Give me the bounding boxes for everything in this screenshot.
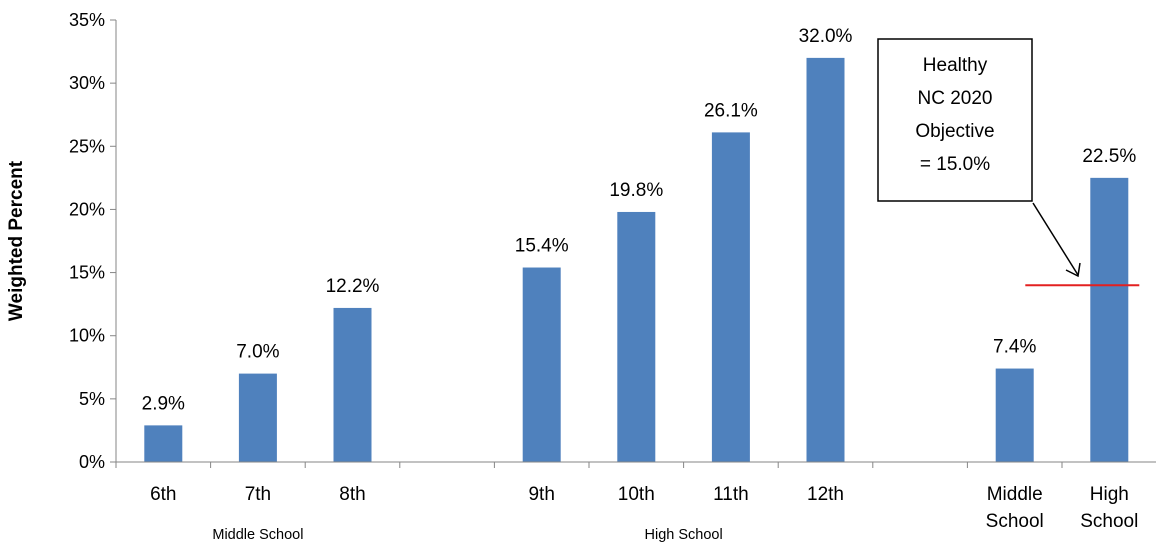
data-label: 19.8% xyxy=(609,180,663,201)
y-tick-label: 0% xyxy=(79,452,105,472)
data-label: 22.5% xyxy=(1082,146,1136,167)
bars: 2.9% 7.0% 12.2% 15.4% 19.8% 26.1% 32.0% 7.4% 22.… xyxy=(142,26,1136,463)
bar xyxy=(995,368,1034,462)
x-tick-label: 7th xyxy=(245,484,271,505)
y-tick-label: 15% xyxy=(69,263,105,283)
annotation-arrow xyxy=(1032,202,1079,276)
data-label: 7.4% xyxy=(993,337,1036,358)
y-tick-label: 30% xyxy=(69,73,105,93)
x-tick-label: 8th xyxy=(339,484,365,505)
y-tick-label: 10% xyxy=(69,326,105,346)
annotation-box xyxy=(877,38,1033,202)
data-label: 7.0% xyxy=(236,342,279,363)
bar xyxy=(806,57,845,463)
data-label: 26.1% xyxy=(704,100,758,121)
bar xyxy=(238,373,277,462)
x-tick-label: 12th xyxy=(807,484,844,505)
x-tick-label: 9th xyxy=(528,484,554,505)
group-label: Middle School xyxy=(212,527,303,543)
y-tick-label: 5% xyxy=(79,389,105,409)
annotation-text: NC 2020 xyxy=(918,88,993,109)
y-tick-label: 25% xyxy=(69,136,105,156)
bar xyxy=(711,132,750,462)
bar xyxy=(617,211,656,462)
bar xyxy=(144,425,183,462)
x-tick-label: 6th xyxy=(150,484,176,505)
bar xyxy=(522,267,561,462)
y-tick-label: 20% xyxy=(69,199,105,219)
x-tick-label: Middle School xyxy=(986,484,1044,532)
data-label: 15.4% xyxy=(515,236,569,257)
bar xyxy=(333,307,372,462)
data-label: 2.9% xyxy=(142,393,185,414)
data-label: 32.0% xyxy=(799,26,853,47)
bar xyxy=(1090,177,1129,462)
objective-annotation: Healthy NC 2020 Objective = 15.0% xyxy=(877,38,1140,287)
arrow-head xyxy=(1065,262,1081,278)
y-tick-label: 35% xyxy=(69,10,105,30)
y-axis-label: Weighted Percent xyxy=(6,160,27,321)
x-tick-label: High School xyxy=(1080,484,1138,532)
annotation-text: = 15.0% xyxy=(920,154,990,175)
x-axis: 6th 7th 8th 9th 10th 11th 12th Middle School High… xyxy=(115,461,1156,543)
group-label: High School xyxy=(645,527,723,543)
annotation-text: Healthy xyxy=(923,55,988,76)
data-label: 12.2% xyxy=(326,276,380,297)
x-tick-label: 11th xyxy=(713,484,749,505)
x-tick-label: 10th xyxy=(618,484,655,505)
y-axis: 0% 5% 10% 15% 20% 25% 30% 35% xyxy=(69,10,117,472)
annotation-text: Objective xyxy=(915,121,994,142)
